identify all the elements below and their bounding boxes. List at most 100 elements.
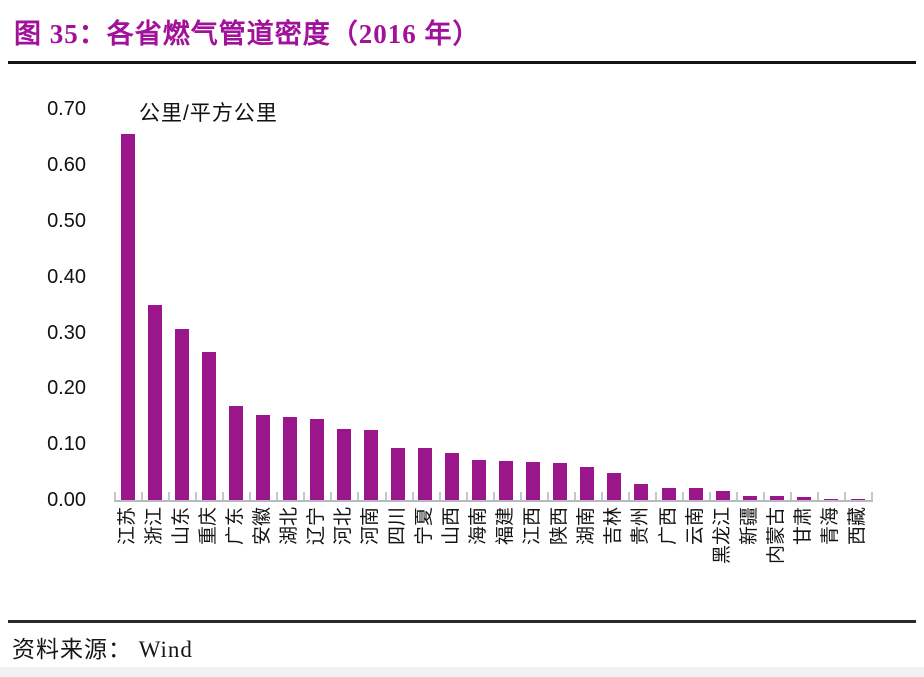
x-axis-label: 湖北 — [278, 507, 300, 546]
x-axis-tick — [438, 492, 441, 500]
x-axis-tick — [465, 492, 468, 500]
x-axis-label: 云南 — [684, 507, 706, 546]
x-axis-label: 浙江 — [143, 507, 165, 546]
x-axis-label: 山西 — [441, 507, 463, 546]
x-axis-tick — [736, 492, 739, 500]
x-axis-tick — [573, 492, 576, 500]
bar-海南 — [472, 460, 487, 500]
x-axis-tick — [384, 492, 387, 500]
y-tick-label: 0.10 — [47, 433, 86, 456]
y-tick-label: 0.50 — [47, 210, 86, 232]
x-axis-label: 陕西 — [549, 507, 571, 546]
x-axis-label: 新疆 — [738, 507, 760, 546]
bar-甘肃 — [796, 497, 811, 500]
bar-西藏 — [850, 499, 865, 500]
x-axis-tick — [871, 492, 874, 500]
x-axis-label: 吉林 — [603, 507, 625, 546]
x-axis-tick — [249, 492, 252, 500]
bar-宁夏 — [418, 448, 433, 500]
x-axis-label: 山东 — [170, 507, 192, 546]
bar-重庆 — [201, 352, 216, 500]
bar-内蒙古 — [769, 496, 784, 500]
x-axis-tick — [357, 492, 360, 500]
x-axis-label: 内蒙古 — [765, 507, 787, 565]
x-axis-label: 广西 — [657, 507, 679, 546]
x-axis-tick — [709, 492, 712, 500]
x-axis-tick — [195, 492, 198, 500]
x-axis-tick — [546, 492, 549, 500]
bottom-strip — [0, 667, 924, 677]
source-note: 资料来源： Wind — [12, 637, 193, 662]
bar-新疆 — [742, 496, 757, 500]
x-axis-label: 广东 — [224, 507, 246, 546]
bar-山西 — [445, 453, 460, 500]
x-axis-tick — [600, 492, 603, 500]
x-axis-label: 宁夏 — [414, 507, 436, 546]
x-axis-label: 江苏 — [116, 507, 138, 546]
x-axis-label: 海南 — [468, 507, 490, 546]
x-axis-label: 重庆 — [197, 507, 219, 546]
bar-广西 — [661, 488, 676, 500]
x-axis-tick — [844, 492, 847, 500]
x-axis-line — [114, 500, 874, 502]
y-tick-label: 0.70 — [47, 98, 86, 121]
bar-吉林 — [607, 473, 622, 500]
x-axis-tick — [492, 492, 495, 500]
x-axis-tick — [627, 492, 630, 500]
x-axis-tick — [330, 492, 333, 500]
bar-黑龙江 — [715, 491, 730, 500]
y-tick-label: 0.20 — [47, 377, 86, 400]
bar-山东 — [174, 329, 189, 500]
y-tick-label: 0.30 — [47, 321, 86, 344]
bar-四川 — [391, 448, 406, 500]
x-axis-tick — [276, 492, 279, 500]
x-axis-tick — [222, 492, 225, 500]
x-axis-label: 西藏 — [846, 507, 868, 546]
x-axis-label: 甘肃 — [792, 507, 814, 546]
bar-安徽 — [255, 415, 270, 500]
bar-辽宁 — [309, 419, 324, 500]
bar-湖南 — [580, 467, 595, 500]
bar-广东 — [228, 406, 243, 500]
x-axis-tick — [141, 492, 144, 500]
x-axis-label: 黑龙江 — [711, 507, 733, 565]
bar-云南 — [688, 488, 703, 500]
bar-江西 — [526, 462, 541, 500]
bar-贵州 — [634, 484, 649, 500]
x-axis-tick — [411, 492, 414, 500]
bar-湖北 — [282, 417, 297, 500]
x-axis-tick — [817, 492, 820, 500]
y-axis-unit-label: 公里/平方公里 — [139, 102, 278, 125]
x-axis-label: 四川 — [387, 507, 409, 546]
bar-青海 — [823, 499, 838, 500]
x-axis-label: 河北 — [332, 507, 354, 546]
x-axis-tick — [790, 492, 793, 500]
y-tick-label: 0.60 — [47, 154, 86, 177]
x-axis-label: 江西 — [522, 507, 544, 546]
bar-浙江 — [147, 305, 162, 500]
title-divider — [8, 61, 916, 64]
bar-河南 — [363, 430, 378, 500]
bar-陕西 — [553, 463, 568, 500]
x-axis-label: 青海 — [819, 507, 841, 546]
x-axis-label: 福建 — [495, 507, 517, 546]
x-axis-tick — [303, 492, 306, 500]
x-axis-label: 安徽 — [251, 507, 273, 546]
x-axis-label: 河南 — [359, 507, 381, 546]
x-axis-tick — [655, 492, 657, 500]
x-axis-tick — [114, 492, 116, 500]
x-axis-label: 辽宁 — [305, 507, 327, 546]
x-axis-label: 贵州 — [630, 507, 652, 546]
y-tick-label: 0.00 — [47, 489, 86, 511]
x-axis-label: 湖南 — [576, 507, 598, 546]
figure-title: 图 35：各省燃气管道密度（2016 年） — [14, 19, 481, 49]
x-axis-tick — [168, 492, 171, 500]
x-axis-tick — [519, 492, 522, 500]
x-axis-tick — [682, 492, 685, 500]
bar-江苏 — [120, 134, 135, 500]
bar-河北 — [336, 429, 351, 500]
footer-divider — [8, 620, 916, 623]
bar-福建 — [499, 461, 514, 500]
x-axis-tick — [763, 492, 766, 500]
y-tick-label: 0.40 — [47, 265, 86, 288]
